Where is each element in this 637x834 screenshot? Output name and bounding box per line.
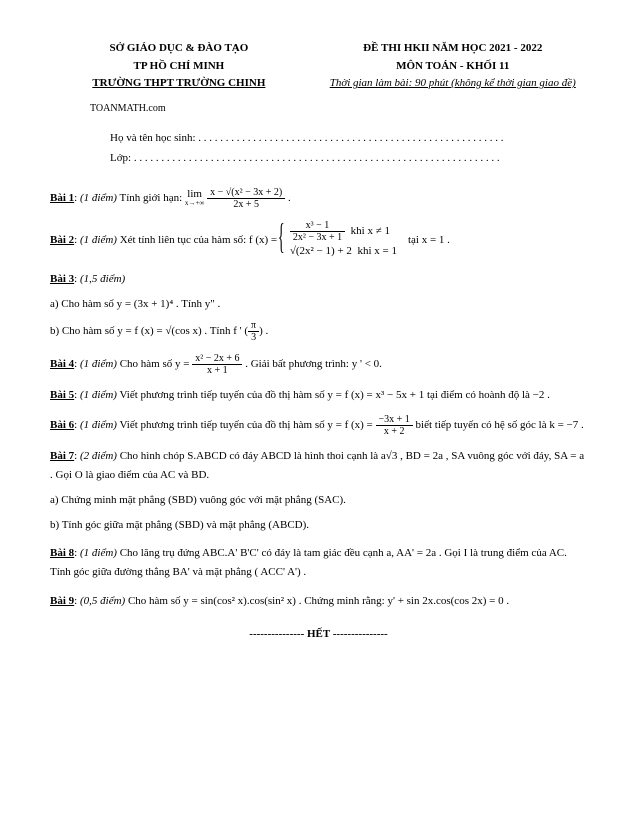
problem-4-label: Bài 4	[50, 358, 74, 370]
frac-num: x − √(x² − 3x + 2)	[207, 187, 285, 199]
problem-2-points: (1 điểm)	[80, 234, 117, 246]
student-name-line: Họ và tên học sinh: . . . . . . . . . . …	[110, 130, 587, 147]
problem-3: Bài 3: (1,5 điểm) a) Cho hàm số y = (3x …	[50, 270, 587, 342]
problem-6-points: (1 điểm)	[80, 419, 117, 431]
page: SỞ GIÁO DỤC & ĐÀO TẠO TP HỒ CHÍ MINH TRƯ…	[0, 0, 637, 673]
header: SỞ GIÁO DỤC & ĐÀO TẠO TP HỒ CHÍ MINH TRƯ…	[50, 40, 587, 93]
problem-9-label: Bài 9	[50, 595, 74, 607]
pi-over-3: π 3	[248, 320, 259, 343]
p6-num: −3x + 1	[376, 414, 413, 426]
problem-3b-post: .	[266, 325, 269, 337]
problem-7b: b) Tính góc giữa mặt phẳng (SBD) và mặt …	[50, 516, 587, 535]
problem-5-text: Viết phương trình tiếp tuyến của đồ thị …	[120, 389, 550, 401]
pi-num: π	[248, 320, 259, 332]
problem-1-points: (1 điểm)	[80, 192, 117, 204]
problem-4-post: . Giải bất phương trình: y ' < 0.	[245, 358, 382, 370]
limit-symbol: lim x→+∞	[185, 189, 204, 207]
header-right: ĐỀ THI HKII NĂM HỌC 2021 - 2022 MÔN TOÁN…	[319, 40, 588, 93]
case2-expr: √(2x² − 1) + 2	[290, 245, 352, 257]
problem-5-label: Bài 5	[50, 389, 74, 401]
p6-den: x + 2	[376, 426, 413, 437]
problem-8-text: Cho lăng trụ đứng ABC.A' B'C' có đáy là …	[50, 547, 567, 578]
problem-6: Bài 6: (1 điểm) Viết phương trình tiếp t…	[50, 414, 587, 437]
problem-2-label: Bài 2	[50, 234, 74, 246]
school-name: TRƯỜNG THPT TRƯỜNG CHINH	[50, 75, 308, 93]
problem-3b-pre: b) Cho hàm số y = f (x) = √(cos x) . Tín…	[50, 325, 242, 337]
org-line-2: TP HỒ CHÍ MINH	[50, 58, 308, 76]
problem-4-points: (1 điểm)	[80, 358, 117, 370]
case1-frac: x³ − 1 2x² − 3x + 1	[290, 220, 345, 243]
problem-5-points: (1 điểm)	[80, 389, 117, 401]
fx-label: f (x) =	[249, 234, 277, 246]
case-2: √(2x² − 1) + 2 khi x = 1	[290, 243, 397, 261]
student-class-line: Lớp: . . . . . . . . . . . . . . . . . .…	[110, 150, 587, 167]
problem-3a: a) Cho hàm số y = (3x + 1)⁴ . Tính y" .	[50, 295, 587, 314]
problem-1-label: Bài 1	[50, 192, 74, 204]
problem-6-frac: −3x + 1 x + 2	[376, 414, 413, 437]
pi-den: 3	[248, 332, 259, 343]
problem-1-fraction: x − √(x² − 3x + 2) 2x + 5	[207, 187, 285, 210]
problem-8-label: Bài 8	[50, 547, 74, 559]
problem-3-label: Bài 3	[50, 273, 74, 285]
problem-7a: a) Chứng minh mặt phẳng (SBD) vuông góc …	[50, 491, 587, 510]
case1-den: 2x² − 3x + 1	[290, 232, 345, 243]
problem-2: Bài 2: (1 điểm) Xét tính liên tục của hà…	[50, 220, 587, 261]
ending-line: --------------- HẾT ---------------	[50, 626, 587, 643]
period: .	[288, 192, 291, 204]
org-line-1: SỞ GIÁO DỤC & ĐÀO TẠO	[50, 40, 308, 58]
duration-line: Thời gian làm bài: 90 phút (không kể thờ…	[319, 75, 588, 93]
problem-9-points: (0,5 điểm)	[80, 595, 125, 607]
watermark: TOANMATH.com	[90, 101, 587, 116]
p4-num: x² − 2x + 6	[192, 353, 242, 365]
piecewise: x³ − 1 2x² − 3x + 1 khi x ≠ 1 √(2x² − 1)…	[280, 220, 397, 261]
problem-2-tail: tại x = 1 .	[408, 234, 450, 246]
problem-4: Bài 4: (1 điểm) Cho hàm số y = x² − 2x +…	[50, 353, 587, 376]
student-info: Họ và tên học sinh: . . . . . . . . . . …	[110, 130, 587, 167]
problem-7: Bài 7: (2 điểm) Cho hình chóp S.ABCD có …	[50, 447, 587, 534]
subject-line: MÔN TOÁN - KHỐI 11	[319, 58, 588, 76]
case-1: x³ − 1 2x² − 3x + 1 khi x ≠ 1	[290, 220, 397, 243]
problem-4-frac: x² − 2x + 6 x + 1	[192, 353, 242, 376]
case2-cond: khi x = 1	[357, 245, 397, 257]
problem-7-points: (2 điểm)	[80, 450, 117, 462]
problem-2-text: Xét tính liên tục của hàm số:	[120, 234, 249, 246]
problem-1-text: Tính giới hạn:	[120, 192, 185, 204]
problem-6-label: Bài 6	[50, 419, 74, 431]
case1-cond: khi x ≠ 1	[351, 225, 390, 237]
problem-5: Bài 5: (1 điểm) Viết phương trình tiếp t…	[50, 386, 587, 405]
problem-8-points: (1 điểm)	[80, 547, 117, 559]
problem-8: Bài 8: (1 điểm) Cho lăng trụ đứng ABC.A'…	[50, 544, 587, 581]
header-left: SỞ GIÁO DỤC & ĐÀO TẠO TP HỒ CHÍ MINH TRƯ…	[50, 40, 308, 93]
problem-3-points: (1,5 điểm)	[80, 273, 125, 285]
problem-3b: b) Cho hàm số y = f (x) = √(cos x) . Tín…	[50, 320, 587, 343]
problem-4-pre: Cho hàm số y =	[120, 358, 193, 370]
problem-7-label: Bài 7	[50, 450, 74, 462]
p4-den: x + 1	[192, 365, 242, 376]
problem-7-text: Cho hình chóp S.ABCD có đáy ABCD là hình…	[50, 450, 584, 481]
lim-bottom: x→+∞	[185, 200, 204, 207]
frac-den: 2x + 5	[207, 199, 285, 210]
exam-title: ĐỀ THI HKII NĂM HỌC 2021 - 2022	[319, 40, 588, 58]
case1-num: x³ − 1	[290, 220, 345, 232]
problem-6-post: biết tiếp tuyến có hệ số góc là k = −7 .	[416, 419, 584, 431]
problem-6-pre: Viết phương trình tiếp tuyến của đồ thị …	[120, 419, 376, 431]
problem-9: Bài 9: (0,5 điểm) Cho hàm số y = sin(cos…	[50, 592, 587, 611]
problem-1: Bài 1: (1 điểm) Tính giới hạn: lim x→+∞ …	[50, 187, 587, 210]
problem-9-text: Cho hàm số y = sin(cos² x).cos(sin² x) .…	[128, 595, 509, 607]
